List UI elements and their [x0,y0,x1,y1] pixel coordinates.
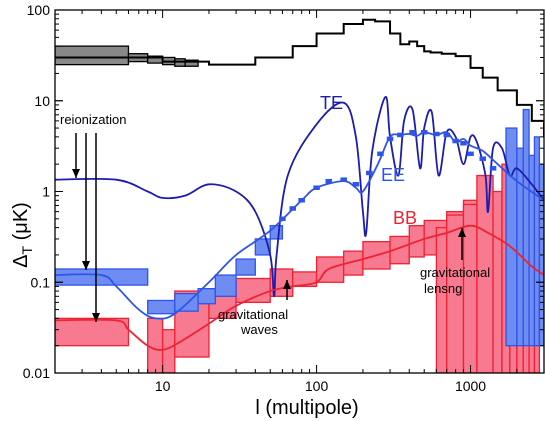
tt-error-box [55,45,130,66]
ee-data-point [352,182,360,187]
annotation-arrowhead [72,169,80,178]
y-tick-label: 0.01 [23,365,50,381]
annotation-label: gravitational [218,307,288,322]
ee-error-box [214,274,237,297]
bb-error-box [55,317,130,347]
y-axis-title: ΔT (μK) [10,202,35,268]
ee-data-point [420,129,428,135]
series-line-tt [55,18,544,137]
ee-data-point [460,141,467,146]
y-axis-title-main: Δ [10,254,32,267]
ee-data-point [386,136,394,142]
ee-data-point [409,129,416,135]
x-tick-label: 1000 [455,378,486,394]
plot-layer [55,18,544,373]
ee-data-point [298,198,305,203]
x-axis-title: l (multipole) [255,397,358,419]
ee-data-point [279,216,286,222]
ee-data-point [452,138,459,144]
ee-error-box [533,136,541,347]
ee-data-point [443,132,450,138]
bb-error-box [161,329,176,373]
annotation-label: lensng [424,281,462,296]
y-axis-title-unit: (μK) [10,202,32,246]
series-line-bb [55,224,544,351]
y-tick-label: 0.1 [31,274,51,290]
x-tick-label: 10 [155,378,171,394]
ee-data-point [313,185,320,190]
ee-data-point [433,131,440,137]
ee-error-box [516,147,524,347]
ee-data-point [377,151,384,157]
series-line-te [55,96,544,298]
annotation-label: waves [240,322,278,337]
bb-error-box [435,226,448,373]
y-axis-title-sub: T [19,245,35,254]
annotation-arrowhead [283,280,291,289]
ee-error-box [505,127,518,347]
series-label-te: TE [320,93,343,113]
ee-data-point [489,166,497,171]
ee-error-box [55,268,149,286]
annotation-arrowhead [92,313,100,322]
bb-error-box [492,190,503,373]
annotation-label: gravitational [420,265,490,280]
series-label-bb: BB [393,208,417,228]
bb-error-box [462,203,478,373]
y-tick-label: 10 [34,93,50,109]
ee-data-point [289,206,296,211]
y-tick-label: 100 [27,2,51,18]
ee-data-point [467,151,474,157]
annotation-arrowhead [458,228,466,237]
bb-error-box [235,277,271,304]
ee-data-point [340,177,347,182]
bb-error-box [147,317,164,373]
series-label-ee: EE [381,165,405,185]
plot-area [55,18,544,373]
annotation-label: reionization [60,112,127,127]
ee-error-box [235,258,256,276]
series-line-ee [55,131,544,320]
ee-error-box [269,225,284,240]
ee-data-point [325,178,333,184]
ee-data-point [366,170,373,176]
annotation-arrowhead [82,261,90,270]
axis-layer: 10 100 1000 0.01 0.1 1 10 100 TE EE BB reionization… [23,2,545,394]
ee-data-point [479,156,486,161]
tt-error-box [184,59,199,67]
y-tick-label: 1 [42,184,50,200]
ee-data-point [397,132,404,138]
x-tick-label: 100 [305,378,329,394]
ee-error-box [147,299,176,315]
ee-error-box [522,108,530,347]
